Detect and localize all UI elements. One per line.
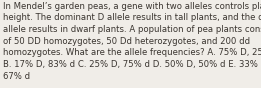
Text: In Mendel’s garden peas, a gene with two alleles controls plant
height. The domi: In Mendel’s garden peas, a gene with two… bbox=[3, 2, 261, 81]
